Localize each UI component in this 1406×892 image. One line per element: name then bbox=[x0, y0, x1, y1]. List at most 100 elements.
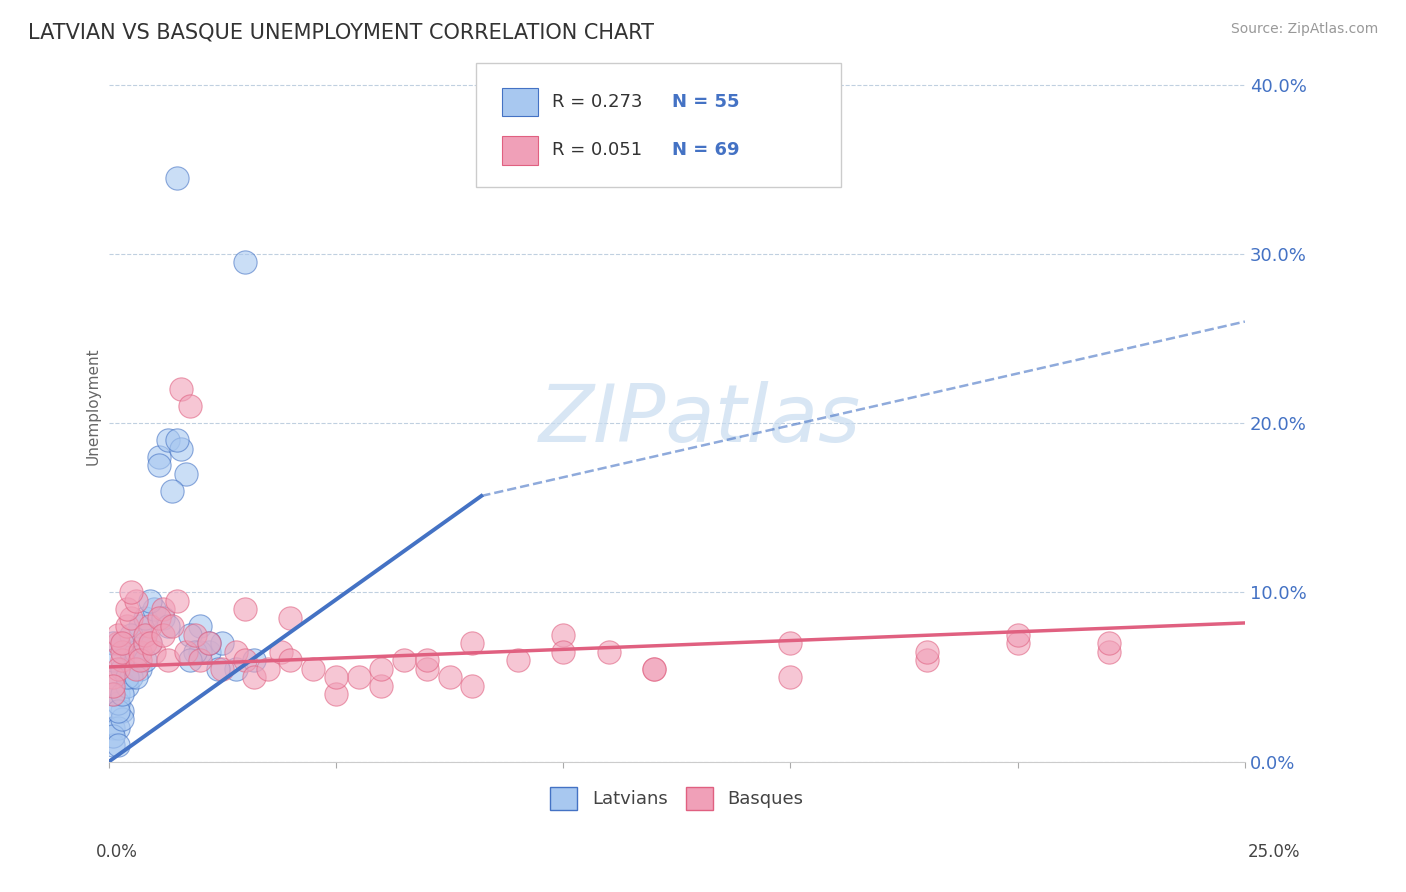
Point bbox=[101, 687, 124, 701]
Point bbox=[188, 653, 211, 667]
Point bbox=[143, 645, 166, 659]
Text: R = 0.051: R = 0.051 bbox=[553, 142, 643, 160]
Point bbox=[156, 653, 179, 667]
Point bbox=[107, 687, 129, 701]
Point bbox=[280, 611, 302, 625]
Point bbox=[243, 653, 266, 667]
Point bbox=[111, 636, 134, 650]
Point bbox=[211, 636, 233, 650]
Point bbox=[101, 653, 124, 667]
Text: N = 69: N = 69 bbox=[672, 142, 740, 160]
Point bbox=[174, 645, 197, 659]
Point bbox=[129, 645, 152, 659]
Point bbox=[325, 670, 347, 684]
Point bbox=[129, 662, 152, 676]
Point bbox=[148, 611, 170, 625]
Point bbox=[256, 662, 278, 676]
Point bbox=[111, 636, 134, 650]
Point bbox=[166, 594, 188, 608]
Legend: Latvians, Basques: Latvians, Basques bbox=[543, 780, 810, 817]
Point bbox=[156, 433, 179, 447]
Point bbox=[101, 738, 124, 752]
Text: LATVIAN VS BASQUE UNEMPLOYMENT CORRELATION CHART: LATVIAN VS BASQUE UNEMPLOYMENT CORRELATI… bbox=[28, 22, 654, 42]
Point bbox=[138, 619, 160, 633]
Point bbox=[129, 653, 152, 667]
Point bbox=[120, 670, 142, 684]
Point bbox=[233, 653, 256, 667]
Point bbox=[134, 636, 156, 650]
Point bbox=[439, 670, 461, 684]
Point bbox=[553, 645, 575, 659]
Point bbox=[111, 713, 134, 727]
Point bbox=[174, 467, 197, 481]
Point bbox=[125, 653, 148, 667]
Point bbox=[233, 255, 256, 269]
Point bbox=[188, 645, 211, 659]
Point bbox=[188, 619, 211, 633]
Point bbox=[134, 653, 156, 667]
Point bbox=[270, 645, 292, 659]
Point bbox=[129, 619, 152, 633]
Point bbox=[101, 687, 124, 701]
Text: Source: ZipAtlas.com: Source: ZipAtlas.com bbox=[1230, 22, 1378, 37]
Point bbox=[111, 687, 134, 701]
Point bbox=[138, 594, 160, 608]
Point bbox=[125, 645, 148, 659]
Point bbox=[134, 611, 156, 625]
Point bbox=[779, 670, 801, 684]
Point bbox=[101, 636, 124, 650]
Point bbox=[134, 628, 156, 642]
Point bbox=[107, 738, 129, 752]
Point bbox=[179, 653, 201, 667]
Point bbox=[107, 628, 129, 642]
Point bbox=[461, 636, 484, 650]
Point bbox=[107, 721, 129, 735]
Point bbox=[1007, 628, 1029, 642]
Point bbox=[233, 602, 256, 616]
Point bbox=[280, 653, 302, 667]
Point bbox=[243, 670, 266, 684]
Point bbox=[643, 662, 665, 676]
Point bbox=[107, 636, 129, 650]
Point bbox=[461, 679, 484, 693]
Point bbox=[370, 679, 392, 693]
Point bbox=[152, 602, 174, 616]
Point bbox=[1097, 636, 1119, 650]
Point bbox=[166, 170, 188, 185]
Point bbox=[370, 662, 392, 676]
Point bbox=[138, 636, 160, 650]
Point bbox=[134, 628, 156, 642]
Point bbox=[148, 450, 170, 464]
Point bbox=[107, 696, 129, 710]
Point bbox=[553, 628, 575, 642]
Point bbox=[148, 458, 170, 473]
Text: R = 0.273: R = 0.273 bbox=[553, 93, 643, 112]
Point bbox=[143, 602, 166, 616]
Point bbox=[101, 679, 124, 693]
Point bbox=[197, 645, 219, 659]
Point bbox=[598, 645, 620, 659]
Point bbox=[120, 628, 142, 642]
Point bbox=[1007, 636, 1029, 650]
Point bbox=[107, 704, 129, 718]
Point bbox=[101, 670, 124, 684]
Point bbox=[101, 721, 124, 735]
Point bbox=[111, 645, 134, 659]
Point bbox=[125, 662, 148, 676]
Point bbox=[179, 628, 201, 642]
Point bbox=[1097, 645, 1119, 659]
Point bbox=[197, 636, 219, 650]
Point bbox=[207, 662, 229, 676]
Point bbox=[115, 602, 138, 616]
Point bbox=[325, 687, 347, 701]
Point bbox=[101, 670, 124, 684]
Point bbox=[111, 704, 134, 718]
Point bbox=[120, 611, 142, 625]
Point bbox=[225, 662, 247, 676]
Point bbox=[111, 662, 134, 676]
Point bbox=[915, 645, 938, 659]
Point bbox=[643, 662, 665, 676]
Y-axis label: Unemployment: Unemployment bbox=[86, 347, 100, 465]
Point bbox=[166, 433, 188, 447]
Point bbox=[170, 382, 193, 396]
